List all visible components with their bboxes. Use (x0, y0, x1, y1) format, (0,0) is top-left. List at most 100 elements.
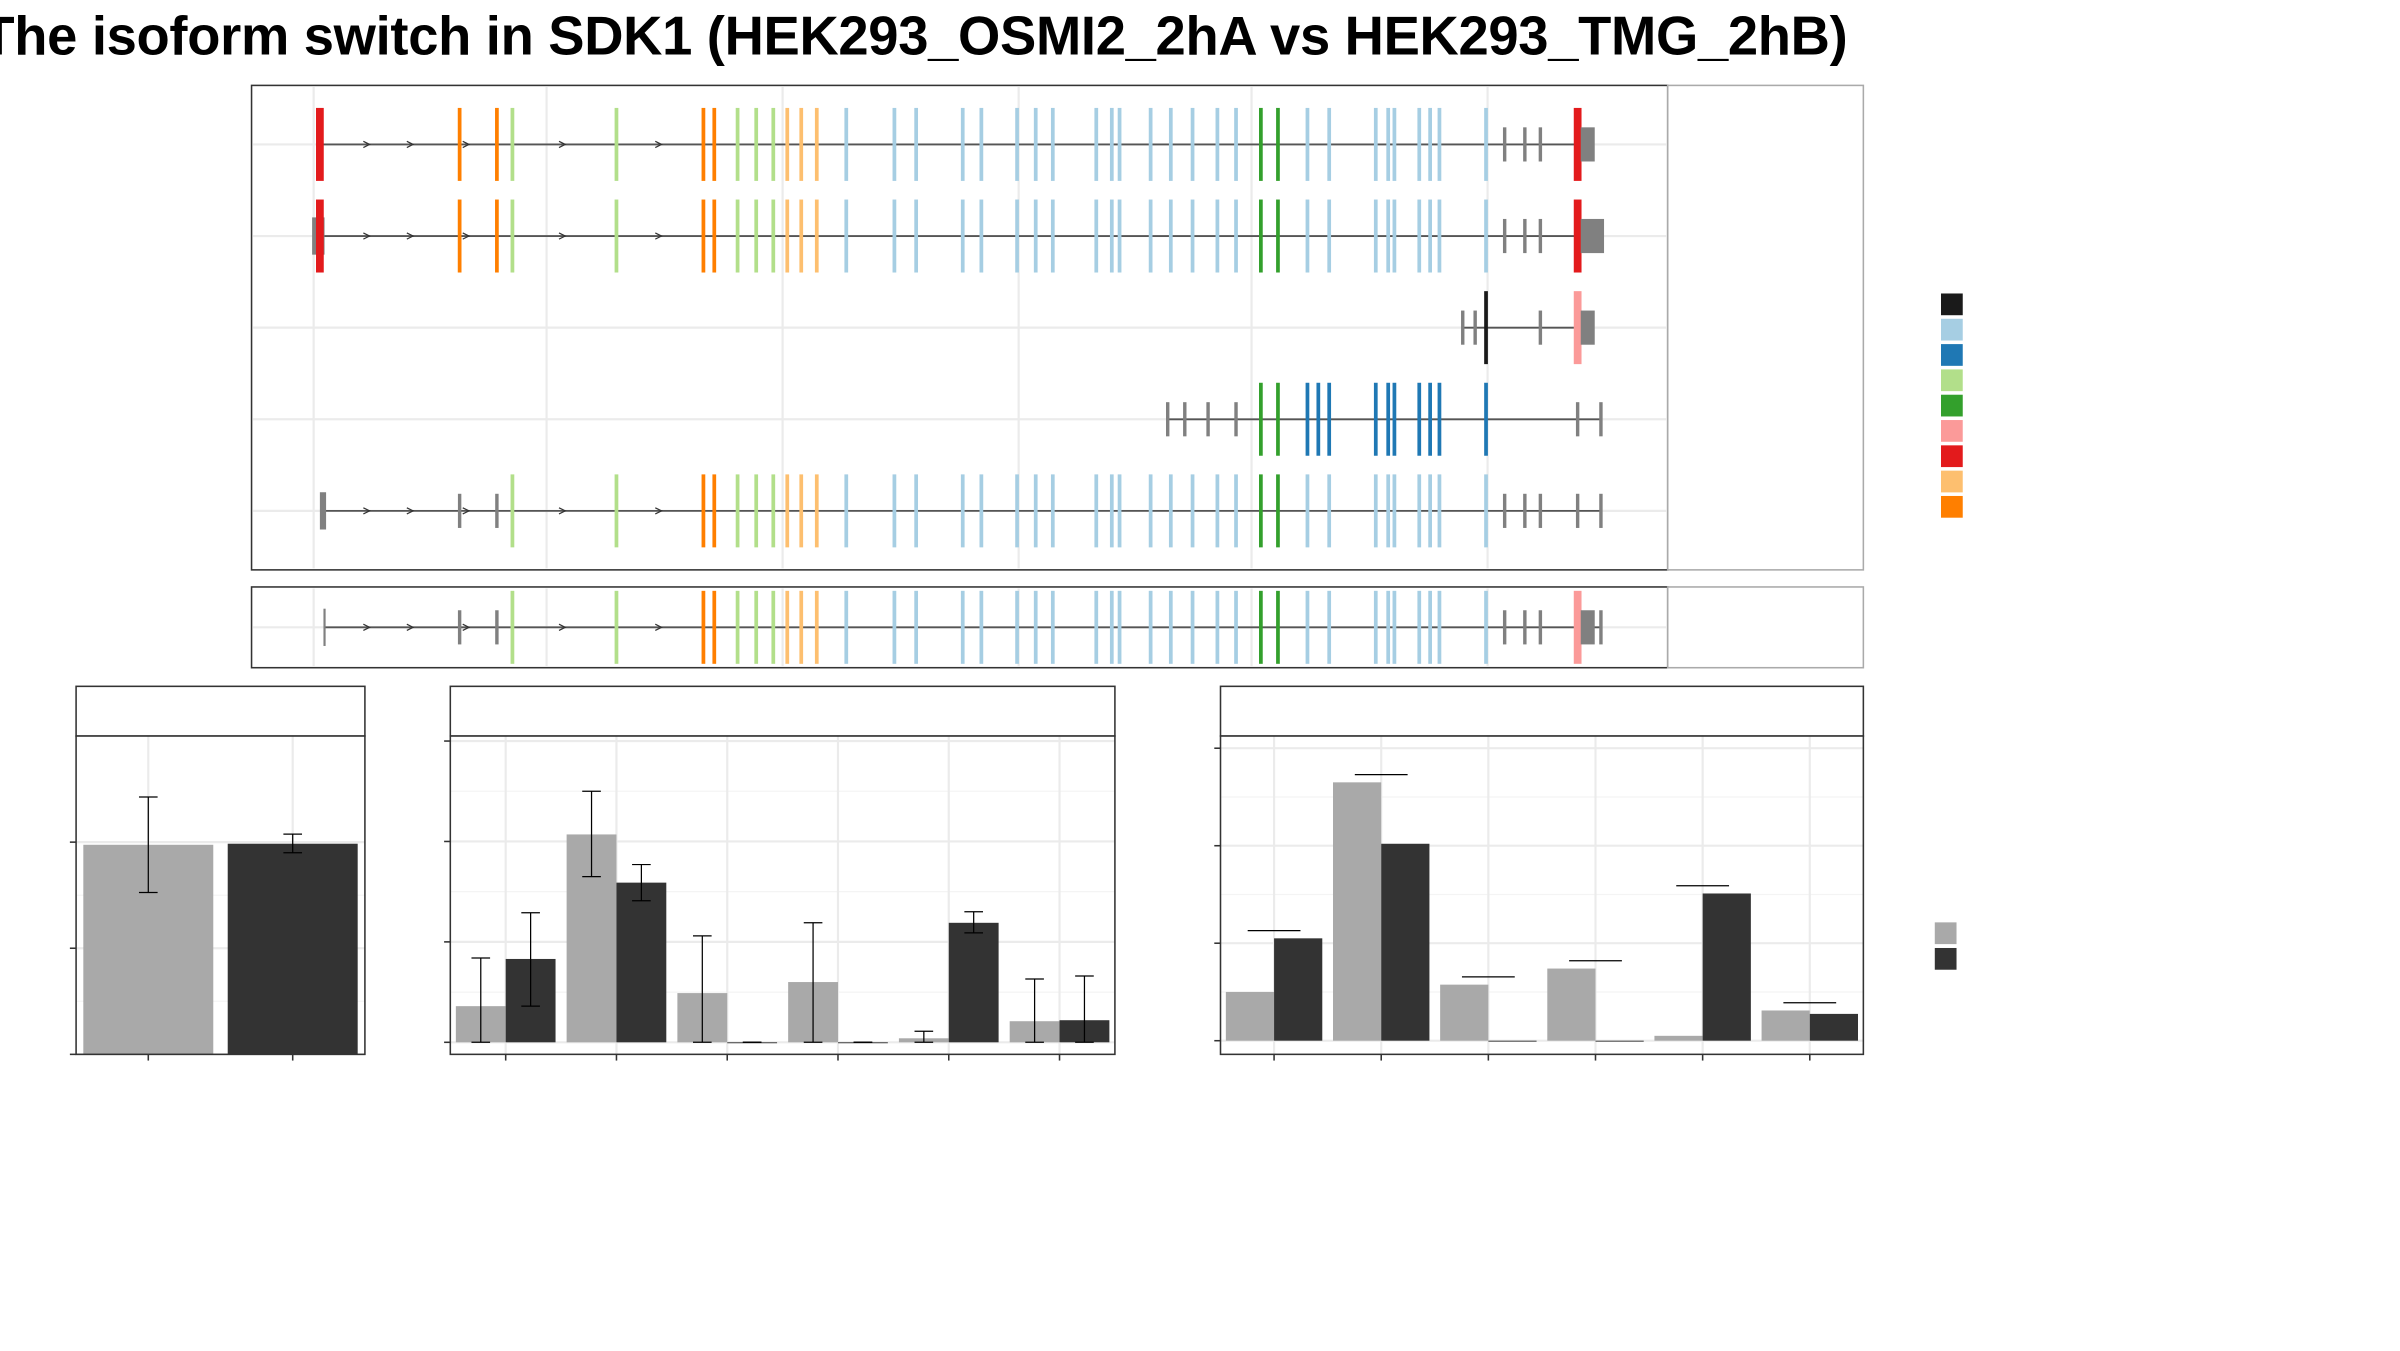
exon (1215, 474, 1220, 548)
bar (1547, 968, 1596, 1041)
exon (1599, 610, 1603, 645)
exon (1168, 199, 1173, 273)
strand-arrow (406, 140, 415, 149)
chart-panel (444, 685, 1116, 1061)
exon (495, 610, 499, 645)
exon (892, 199, 897, 273)
exon (735, 107, 740, 181)
exon (1117, 590, 1122, 664)
bar (1595, 1040, 1644, 1042)
exon (315, 199, 324, 273)
exon (1417, 107, 1422, 181)
exon (1109, 474, 1114, 548)
exon (1392, 382, 1397, 456)
exon (614, 107, 619, 181)
exon (701, 199, 706, 273)
legend-swatch (1941, 344, 1963, 366)
bar (1381, 843, 1430, 1041)
exon (1259, 199, 1263, 273)
exon (735, 474, 740, 548)
exon (1523, 218, 1527, 254)
exon (799, 590, 804, 664)
bar (1809, 1013, 1859, 1041)
exon (1094, 107, 1099, 181)
exon (1015, 590, 1019, 664)
exon (712, 590, 717, 664)
utr-exon (1580, 310, 1595, 345)
legend-swatch (1934, 947, 1957, 970)
bar (1333, 782, 1382, 1041)
exon (1094, 474, 1099, 548)
exon (1015, 107, 1019, 181)
exon (1392, 474, 1397, 548)
exon (1050, 474, 1055, 548)
exon (457, 610, 462, 645)
exon (1523, 610, 1527, 645)
exon (1117, 474, 1122, 548)
exon (814, 107, 819, 181)
exon (712, 199, 717, 273)
exon (1417, 590, 1422, 664)
exon (1437, 382, 1442, 456)
exon (315, 107, 324, 181)
utr-exon (1580, 610, 1595, 645)
utr-exon (1580, 127, 1595, 162)
panel-strip (449, 685, 1116, 737)
exon (457, 493, 462, 528)
exon (1259, 590, 1263, 664)
bar (1225, 991, 1275, 1041)
exon (892, 474, 897, 548)
exon (914, 199, 919, 273)
exon (1234, 402, 1238, 437)
exon (1259, 382, 1263, 456)
exon (1417, 474, 1422, 548)
legend-swatch (1941, 318, 1963, 341)
transcript-track (1165, 382, 1603, 456)
strand-arrow (363, 140, 371, 149)
exon (1327, 590, 1332, 664)
strand-arrow (462, 232, 471, 240)
exon (1373, 382, 1378, 456)
legend-swatch (1941, 445, 1963, 468)
exon (914, 107, 919, 181)
exon (1373, 590, 1378, 664)
legend-swatch (1941, 495, 1963, 518)
exon (1386, 590, 1391, 664)
exon (1538, 127, 1543, 162)
exon (1417, 382, 1422, 456)
exon (1033, 199, 1038, 273)
exon (814, 590, 819, 664)
strand-arrow (462, 623, 471, 631)
exon (1575, 402, 1580, 437)
exon (960, 474, 965, 548)
strand-arrow (558, 507, 567, 515)
strand-arrow (462, 140, 471, 149)
bar (1761, 1010, 1810, 1041)
exon (457, 199, 462, 273)
transcript-track (319, 474, 1603, 548)
exon (1437, 474, 1442, 548)
exon (1117, 199, 1122, 273)
exon (771, 590, 776, 664)
exon (1484, 590, 1488, 664)
exon (510, 107, 515, 181)
exon (1033, 107, 1038, 181)
transcript-track (323, 590, 1603, 664)
exon (979, 474, 984, 548)
bar (227, 843, 358, 1055)
exon (1276, 107, 1280, 181)
plot-background (1220, 736, 1864, 1055)
exon (1234, 199, 1238, 273)
exon (1386, 382, 1391, 456)
exon (785, 474, 790, 548)
legend-swatch (1934, 922, 1957, 945)
exon (799, 474, 804, 548)
transcript-track (312, 199, 1605, 273)
exon (1538, 493, 1543, 528)
exon (1327, 199, 1332, 273)
exon (979, 590, 984, 664)
exon (1373, 107, 1378, 181)
exon (1386, 199, 1391, 273)
exon (1437, 199, 1442, 273)
